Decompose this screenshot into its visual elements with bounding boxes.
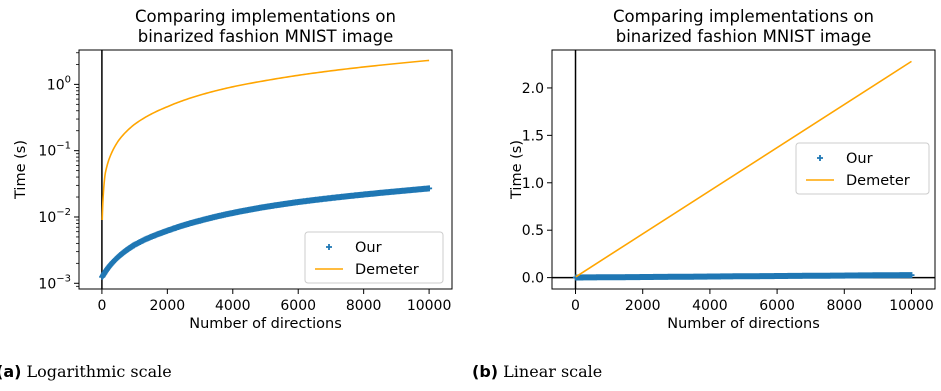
x-axis-label: Number of directions [667, 316, 820, 332]
y-tick-label: 1.0 [522, 176, 544, 192]
legend: Our Demeter [304, 231, 444, 284]
y-tick-label: 2.0 [522, 81, 544, 97]
x-tick-label: 8000 [826, 298, 862, 314]
caption-b: (b) Linear scale [472, 362, 602, 381]
x-tick-label: 4000 [692, 298, 728, 314]
y-tick-label: 10−2 [38, 207, 71, 226]
axes-frame [551, 49, 936, 290]
legend-our-swatch [817, 155, 823, 161]
caption-a: (a) Logarithmic scale [0, 362, 172, 381]
y-tick-label: 0.5 [522, 223, 544, 239]
y-tick-label: 100 [47, 74, 71, 93]
x-tick-label: 10000 [889, 298, 934, 314]
legend-box [795, 142, 930, 195]
x-tick-label: 2000 [150, 298, 186, 314]
caption-a-text: Logarithmic scale [26, 362, 172, 381]
y-tick-label: 1.5 [522, 128, 544, 144]
x-tick-label: 4000 [215, 298, 251, 314]
chart-title-line: binarized fashion MNIST image [138, 27, 394, 46]
chart-title-line: Comparing implementations on [135, 7, 396, 26]
y-tick-label: 10−1 [38, 141, 71, 160]
caption-b-label: (b) [472, 362, 499, 381]
legend: Our Demeter [795, 142, 930, 195]
y-tick-label: 10−3 [38, 273, 71, 292]
axes-frame [78, 49, 453, 290]
y-axis-label: Time (s) [13, 140, 29, 200]
legend-demeter-label: Demeter [355, 262, 419, 278]
series-our-markers [572, 272, 915, 281]
x-tick-label: 6000 [280, 298, 316, 314]
legend-our-label: Our [355, 240, 382, 256]
x-tick-label: 6000 [759, 298, 795, 314]
chart-title-line: binarized fashion MNIST image [616, 27, 872, 46]
plot-area [99, 50, 433, 289]
x-tick-label: 10000 [407, 298, 452, 314]
chart-title-line: Comparing implementations on [613, 7, 874, 26]
y-axis-label: Time (s) [509, 140, 525, 200]
legend-our-swatch [326, 244, 332, 250]
legend-our-label: Our [846, 151, 873, 167]
x-tick-label: 8000 [346, 298, 382, 314]
caption-b-text: Linear scale [503, 362, 603, 381]
x-tick-label: 0 [571, 298, 580, 314]
x-tick-label: 2000 [625, 298, 661, 314]
x-tick-label: 0 [97, 298, 106, 314]
plot-area [552, 50, 935, 289]
series-our-markers [99, 185, 433, 280]
y-tick-label: 0.0 [522, 271, 544, 287]
x-axis-label: Number of directions [189, 316, 342, 332]
caption-a-label: (a) [0, 362, 22, 381]
legend-demeter-label: Demeter [846, 173, 910, 189]
series-demeter-line [575, 60, 912, 278]
series-demeter-line [101, 59, 430, 221]
legend-box [304, 231, 444, 284]
